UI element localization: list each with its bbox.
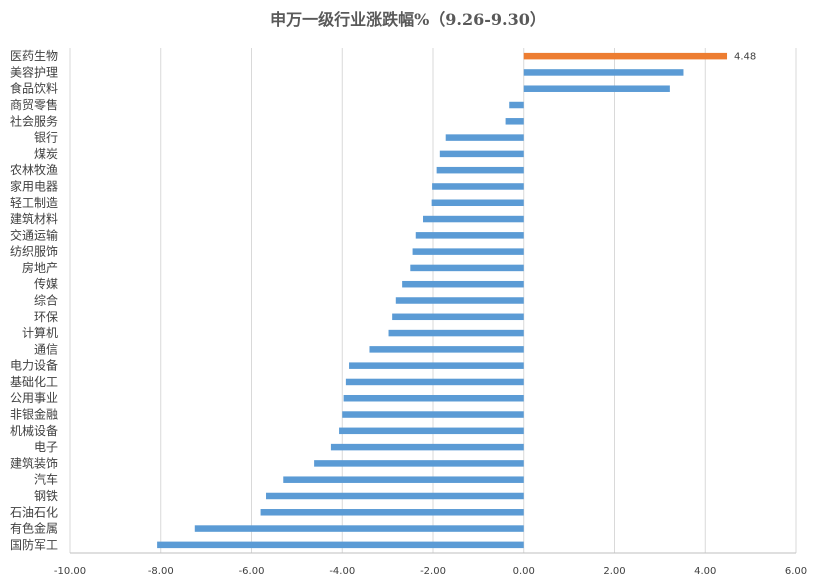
x-axis-ticks: -10.00 -8.00 -6.00 -4.00 -2.00 0.00 2.00 4.00 6.… bbox=[54, 566, 807, 577]
bar bbox=[523, 85, 670, 92]
data-label: 4.48 bbox=[734, 52, 756, 63]
bar bbox=[436, 166, 524, 174]
x-tick-label: -4.00 bbox=[329, 566, 355, 577]
category-label: 有色金属 bbox=[10, 521, 58, 536]
category-label: 房地产 bbox=[22, 260, 58, 275]
bar bbox=[445, 134, 524, 141]
category-label: 轻工制造 bbox=[10, 196, 58, 210]
bar bbox=[349, 362, 524, 369]
x-tick-label: 4.00 bbox=[694, 566, 716, 577]
category-label: 煤炭 bbox=[34, 147, 58, 161]
bar bbox=[266, 492, 524, 500]
bar bbox=[260, 509, 524, 516]
bar bbox=[345, 378, 524, 386]
bar bbox=[505, 118, 524, 125]
category-label: 环保 bbox=[34, 310, 58, 324]
category-label: 基础化工 bbox=[10, 375, 58, 389]
category-label: 机械设备 bbox=[10, 423, 58, 438]
category-label: 电子 bbox=[34, 440, 58, 454]
bar bbox=[339, 427, 524, 435]
bar bbox=[432, 183, 524, 190]
bar bbox=[342, 411, 524, 418]
category-label: 综合 bbox=[34, 293, 58, 308]
category-label: 社会服务 bbox=[10, 113, 58, 128]
x-tick-label: -2.00 bbox=[420, 566, 446, 577]
category-label: 商贸零售 bbox=[10, 97, 58, 112]
category-label: 建筑装饰 bbox=[10, 455, 58, 470]
bar bbox=[439, 150, 524, 158]
bar bbox=[369, 346, 524, 353]
category-label: 计算机 bbox=[22, 325, 58, 340]
category-label: 建筑材料 bbox=[10, 211, 58, 226]
data-labels: 4.48 bbox=[734, 52, 756, 63]
x-tick-label: 2.00 bbox=[603, 566, 625, 577]
bar bbox=[395, 297, 524, 304]
bar bbox=[283, 476, 524, 483]
category-label: 非银金融 bbox=[10, 407, 58, 422]
bar bbox=[412, 248, 524, 255]
category-label: 钢铁 bbox=[34, 489, 58, 503]
x-tick-label: 0.00 bbox=[513, 566, 535, 577]
category-label: 农林牧渔 bbox=[10, 163, 58, 177]
category-label: 国防军工 bbox=[10, 537, 58, 552]
bar bbox=[415, 232, 524, 239]
category-label: 汽车 bbox=[34, 472, 58, 487]
category-label: 家用电器 bbox=[10, 178, 58, 193]
bar bbox=[509, 101, 524, 109]
bar bbox=[523, 69, 684, 76]
bar bbox=[431, 199, 524, 207]
bar bbox=[157, 541, 524, 549]
category-label: 银行 bbox=[34, 131, 58, 145]
x-tick-label: -10.00 bbox=[54, 566, 86, 577]
category-label: 食品饮料 bbox=[10, 81, 58, 96]
bar bbox=[423, 215, 524, 223]
bar bbox=[194, 525, 524, 532]
bar bbox=[388, 329, 524, 337]
category-label: 传媒 bbox=[34, 276, 58, 291]
x-tick-label: -8.00 bbox=[148, 566, 174, 577]
bar bbox=[392, 313, 524, 321]
bars bbox=[157, 52, 728, 549]
category-label: 石油石化 bbox=[10, 505, 58, 519]
bar bbox=[523, 52, 728, 60]
category-label: 纺织服饰 bbox=[10, 245, 58, 259]
bar bbox=[410, 264, 524, 272]
category-label: 交通运输 bbox=[10, 227, 58, 242]
category-label: 电力设备 bbox=[10, 359, 58, 373]
bar bbox=[330, 443, 524, 451]
category-label: 公用事业 bbox=[10, 391, 58, 405]
bar bbox=[314, 460, 524, 467]
x-tick-label: -6.00 bbox=[239, 566, 265, 577]
category-label: 通信 bbox=[34, 342, 58, 356]
category-labels: 医药生物美容护理食品饮料商贸零售社会服务银行煤炭农林牧渔家用电器轻工制造建筑材料… bbox=[10, 49, 58, 552]
chart-title: 申万一级行业涨跌幅%（9.26-9.30） bbox=[270, 10, 546, 29]
bar bbox=[402, 280, 524, 288]
x-tick-label: 6.00 bbox=[785, 566, 807, 577]
category-label: 美容护理 bbox=[10, 64, 58, 79]
category-label: 医药生物 bbox=[10, 49, 58, 63]
bar bbox=[343, 394, 524, 402]
